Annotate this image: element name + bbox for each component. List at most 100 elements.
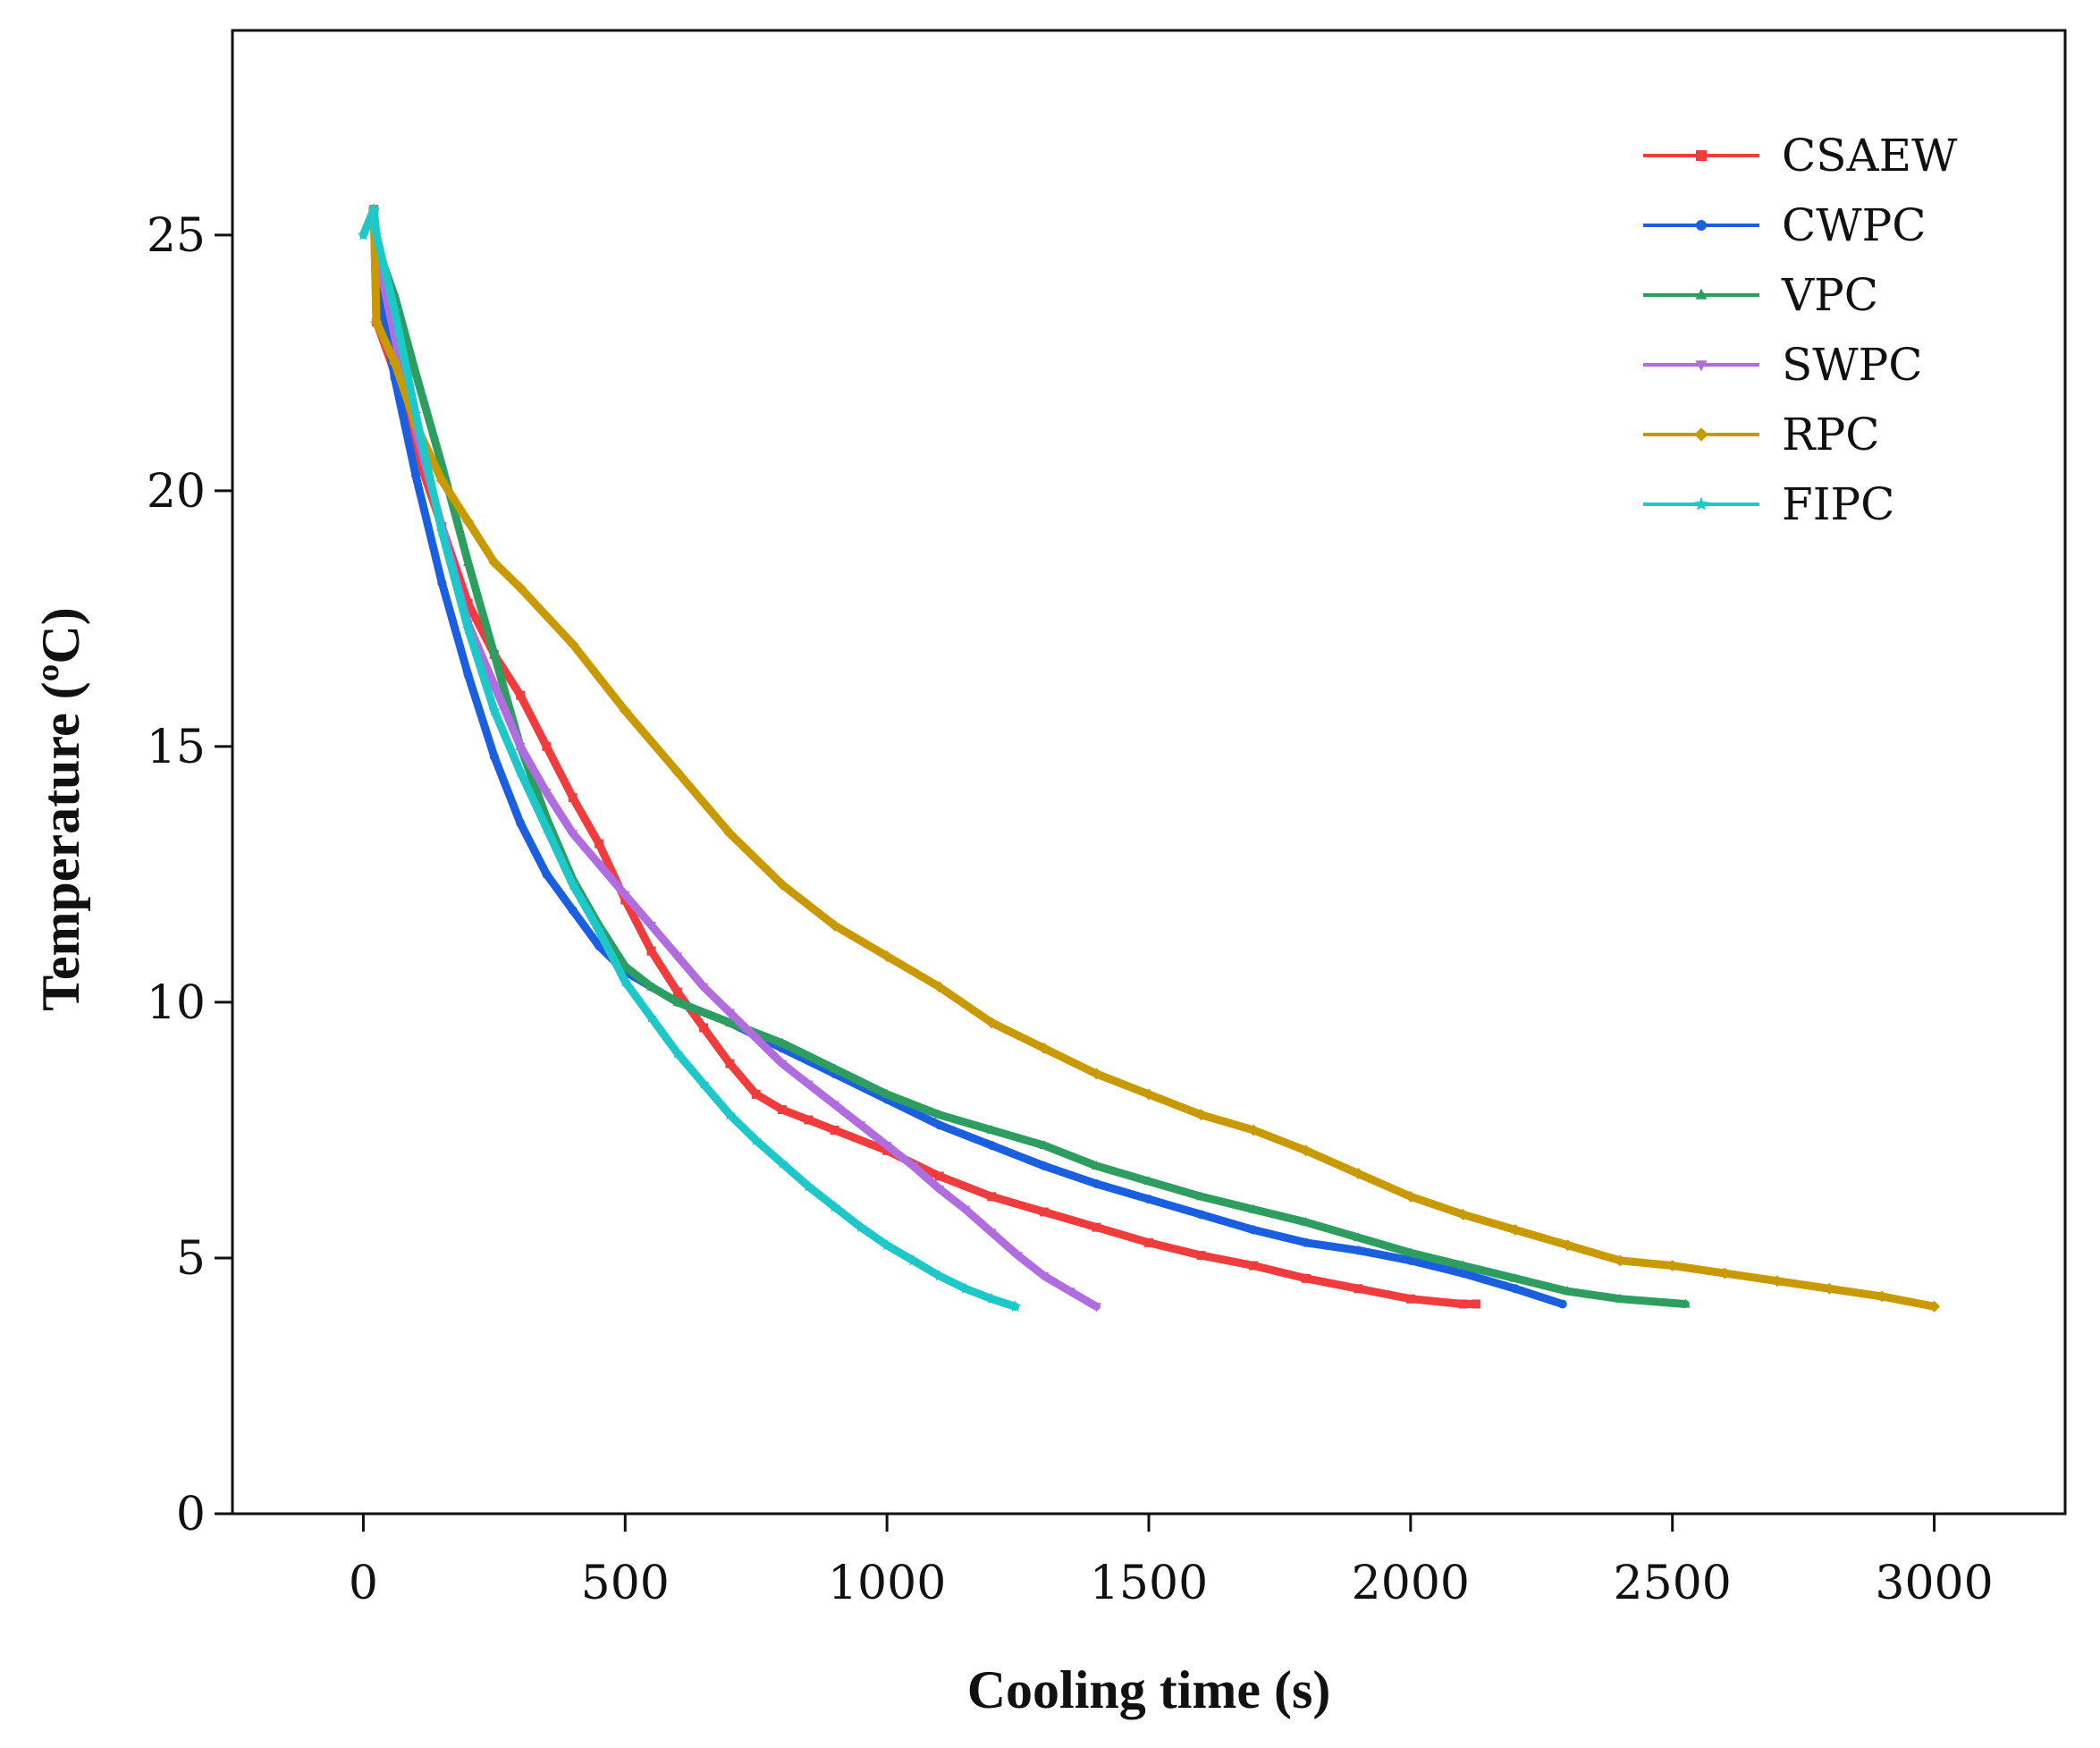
data-point — [542, 741, 552, 751]
data-point — [881, 1142, 892, 1152]
x-tick-label: 2500 — [1614, 1557, 1732, 1610]
data-point — [778, 1105, 787, 1115]
y-tick-label: 20 — [147, 465, 206, 519]
data-point — [367, 203, 380, 215]
legend-item-swpc: SWPC — [1643, 339, 1923, 391]
legend-label: CSAEW — [1782, 130, 1958, 182]
x-tick-label: 1500 — [1090, 1557, 1208, 1610]
data-point — [595, 839, 603, 849]
data-point — [1352, 1168, 1364, 1180]
data-point — [1144, 1195, 1153, 1204]
series-fipc — [357, 203, 1022, 1312]
data-point — [1458, 1299, 1468, 1309]
data-point — [1300, 1144, 1312, 1157]
data-point — [1065, 1288, 1075, 1297]
data-point — [750, 1134, 763, 1146]
data-point — [724, 1009, 735, 1018]
data-point — [1038, 1042, 1050, 1054]
data-point — [777, 1060, 788, 1069]
data-point — [619, 975, 631, 987]
data-point — [1196, 1210, 1206, 1220]
data-point — [388, 305, 401, 317]
data-point — [934, 1171, 944, 1181]
data-point — [462, 515, 475, 528]
data-point — [1196, 1251, 1206, 1261]
data-point — [986, 1124, 997, 1134]
data-point — [1039, 1271, 1050, 1281]
x-tick-label: 0 — [349, 1557, 378, 1610]
data-point — [1247, 1124, 1260, 1136]
data-point — [672, 987, 682, 997]
data-point — [986, 1229, 997, 1238]
data-point — [1143, 1088, 1155, 1101]
data-point — [855, 1220, 867, 1233]
data-point — [435, 525, 448, 537]
data-point — [1091, 1303, 1101, 1313]
data-point — [1301, 1216, 1311, 1226]
data-point — [985, 1292, 998, 1305]
data-point — [960, 1205, 971, 1215]
data-point — [489, 752, 499, 762]
data-point — [697, 1077, 710, 1090]
legend-label: FIPC — [1782, 478, 1894, 530]
data-point — [1092, 1179, 1101, 1189]
data-point — [593, 924, 605, 936]
data-point — [411, 470, 420, 480]
data-point — [568, 793, 578, 803]
y-tick-label: 5 — [176, 1232, 206, 1286]
y-tick-label: 15 — [147, 721, 206, 774]
data-point — [829, 919, 841, 932]
data-point — [985, 1017, 998, 1029]
data-point — [463, 598, 473, 608]
data-point — [881, 1088, 892, 1098]
y-axis-title: Temperature (ºC) — [31, 607, 90, 1010]
data-point — [1509, 1224, 1522, 1237]
data-point — [435, 474, 448, 486]
data-point — [463, 556, 474, 566]
data-point — [725, 1059, 735, 1068]
data-point — [1562, 1239, 1574, 1252]
data-point — [1144, 1237, 1153, 1247]
legend-item-cwpc: CWPC — [1643, 199, 1927, 251]
data-point — [1928, 1300, 1941, 1313]
data-point — [1666, 1260, 1679, 1272]
legend-swatch-marker — [1695, 360, 1708, 372]
legend-swatch-marker — [1696, 150, 1707, 161]
legend-label: CWPC — [1782, 199, 1927, 251]
data-point — [489, 648, 500, 658]
data-point — [514, 582, 527, 595]
data-point — [1249, 1261, 1259, 1271]
data-point — [568, 830, 578, 840]
data-point — [1039, 1140, 1050, 1150]
data-point — [1718, 1267, 1731, 1279]
data-point — [370, 228, 383, 241]
data-point — [1615, 1293, 1625, 1303]
data-point — [410, 367, 421, 377]
legend-label: RPC — [1782, 409, 1880, 460]
x-tick-label: 1000 — [828, 1557, 946, 1610]
data-point — [1557, 1299, 1567, 1309]
data-point — [1091, 1160, 1101, 1170]
data-point — [751, 1034, 762, 1043]
data-point — [987, 1192, 997, 1202]
data-point — [830, 1063, 840, 1073]
data-point — [1405, 1255, 1415, 1265]
data-point — [646, 922, 657, 932]
data-point — [1456, 1208, 1469, 1220]
legend-label: SWPC — [1782, 339, 1923, 391]
data-point — [1092, 1222, 1101, 1232]
data-point — [488, 556, 501, 569]
data-point — [987, 1141, 997, 1151]
data-point — [856, 1121, 866, 1131]
data-point — [514, 765, 527, 778]
series-rpc — [367, 203, 1941, 1313]
data-point — [567, 878, 579, 890]
data-point — [542, 869, 552, 879]
data-point — [489, 681, 500, 691]
legend-swatch-marker — [1694, 496, 1708, 511]
legend-item-fipc: FIPC — [1643, 478, 1894, 530]
data-point — [1458, 1269, 1468, 1279]
data-point — [461, 622, 475, 634]
data-point — [1405, 1294, 1415, 1304]
series-csaew — [369, 205, 1481, 1309]
